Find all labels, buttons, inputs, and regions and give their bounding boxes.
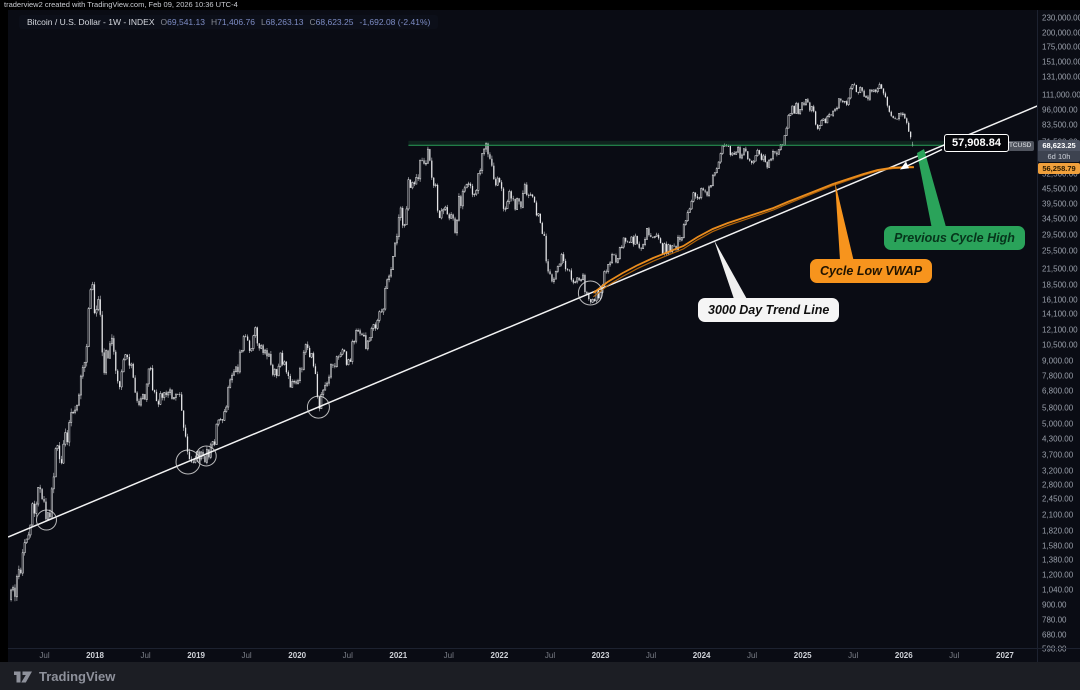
callout-cycle-low-vwap[interactable]: Cycle Low VWAP [810,259,933,283]
time-axis-label: Jul [544,651,556,660]
price-axis-label: 1,380.00 [1042,555,1074,565]
last-price-tag: 68,623.25 6d 10h [1038,140,1080,162]
time-axis-label: Jul [645,651,657,660]
price-axis-label: 83,500.00 [1042,120,1078,130]
price-axis-label: 18,500.00 [1042,280,1078,290]
tradingview-brand[interactable]: TradingView [14,669,115,684]
price-axis-label: 25,500.00 [1042,246,1078,256]
ohlc-key: C [309,17,316,27]
time-axis-label: 2026 [894,651,913,660]
price-axis-label: 2,450.00 [1042,494,1074,504]
time-axis-label: 2025 [793,651,812,660]
time-axis-label: 2022 [490,651,509,660]
time-axis-label: 2021 [389,651,408,660]
time-axis-label: Jul [949,651,960,660]
trend-value-arrow [900,148,943,170]
ohlc-value: 71,406.76 [217,17,255,27]
symbol-legend[interactable]: Bitcoin / U.S. Dollar - 1W - INDEX O69,54… [19,15,439,29]
time-axis-label: Jul [241,651,252,660]
price-axis-label: 21,500.00 [1042,264,1078,274]
callout-trend-line[interactable]: 3000 Day Trend Line [698,298,840,322]
time-axis-label: 2018 [86,651,104,660]
ohlc-value: 69,541.13 [167,17,205,27]
price-axis-label: 175,000.00 [1042,42,1080,52]
price-axis[interactable]: 230,000.00 200,000.00 175,000.00 151,000.00… [1037,10,1080,653]
cycle-low-vwap-line[interactable] [592,166,914,298]
price-axis-label: 45,500.00 [1042,184,1078,194]
brand-name: TradingView [39,669,116,684]
axis-corner [1037,648,1080,663]
time-axis-label: 2027 [995,651,1014,660]
price-axis-label: 680.00 [1042,630,1067,640]
tradingview-logo-icon [14,671,32,682]
time-axis-label: 2019 [187,651,205,660]
chart-panel: Bitcoin / U.S. Dollar - 1W - INDEX O69,54… [8,10,1080,663]
price-axis-label: 6,800.00 [1042,386,1074,396]
price-axis-label: 1,820.00 [1042,526,1074,535]
ohlc-value: 68,263.13 [265,17,304,27]
price-axis-label: 7,800.00 [1042,371,1074,381]
price-axis-label: 4,300.00 [1042,434,1074,444]
price-axis-label: 12,100.00 [1042,325,1078,335]
callout-previous-cycle-high[interactable]: Previous Cycle High [884,226,1025,250]
bar-countdown: 6d 10h [1038,151,1080,162]
ohlc-key: O [160,17,168,27]
price-axis-label: 780.00 [1042,615,1067,625]
price-axis-label: 5,000.00 [1042,419,1074,428]
footer-bar: TradingView [0,662,1080,690]
time-axis-label: Jul [443,651,454,660]
price-axis-label: 2,100.00 [1042,510,1074,520]
callout-tails [714,149,946,301]
symbol-chip: BTCUSD [1002,141,1034,151]
previous-cycle-high-line[interactable] [408,140,953,146]
price-axis-label: 200,000.00 [1042,28,1080,37]
price-axis-label: 1,040.00 [1042,585,1074,595]
ohlc-key: L [260,17,266,27]
time-axis-label: Jul [140,651,151,660]
vwap-price-tag: 56,258.79 [1038,163,1080,174]
price-axis-label: 111,000.00 [1042,90,1080,100]
ohlc-values: O69,541.13 H71,406.76 L68,263.13 C68,623.25 [155,17,354,27]
price-axis-label: 10,500.00 [1042,340,1078,350]
price-axis-label: 14,100.00 [1042,309,1078,319]
price-axis-label: 52,500.00 [1042,169,1078,179]
price-axis-label: 29,500.00 [1042,230,1078,240]
price-axis-label: 2,800.00 [1042,480,1074,490]
time-axis-label: 2020 [288,651,307,660]
price-axis-label: 3,700.00 [1042,450,1074,460]
price-axis-label: 230,000.00 [1042,13,1080,23]
time-axis-label: Jul [39,651,50,660]
ohlc-key: H [210,17,218,27]
candlestick-chart[interactable] [8,10,1037,648]
time-axis-label: 2023 [591,651,610,660]
price-axis-label: 96,000.00 [1042,105,1078,115]
time-axis-label: Jul [342,651,353,660]
watermark-text: traderview2 created with TradingView.com… [4,0,238,9]
price-axis-label: 900.00 [1042,600,1067,610]
time-axis[interactable]: Jul 2018 Jul 2019 Jul 2020 Jul 2021 Jul 2022 Jul 20… [8,648,1037,663]
price-axis-label: 151,000.00 [1042,57,1080,67]
price-axis-label: 1,580.00 [1042,541,1074,550]
change-value: -1,692.08 (-2.41%) [359,17,431,27]
price-axis-label: 3,200.00 [1042,466,1074,476]
touch-circles[interactable] [35,280,603,531]
price-axis-label: 131,000.00 [1042,72,1080,82]
price-axis-label: 1,200.00 [1042,570,1074,580]
ohlc-value: 68,623.25 [315,17,354,27]
symbol-title[interactable]: Bitcoin / U.S. Dollar - 1W - INDEX [27,17,155,27]
time-axis-label: Jul [848,651,859,660]
trend-line[interactable] [8,105,1037,538]
candles [10,82,914,602]
price-axis-label: 16,100.00 [1042,295,1078,304]
price-axis-label: 39,500.00 [1042,199,1078,209]
price-axis-label: 5,800.00 [1042,403,1074,413]
trend-value-label[interactable]: 57,908.84 [944,134,1009,152]
price-axis-label: 34,500.00 [1042,214,1078,224]
time-axis-label: Jul [746,651,758,660]
price-axis-label: 9,000.00 [1042,356,1074,366]
last-price-value: 68,623.25 [1038,140,1080,151]
time-axis-label: 2024 [692,651,711,660]
